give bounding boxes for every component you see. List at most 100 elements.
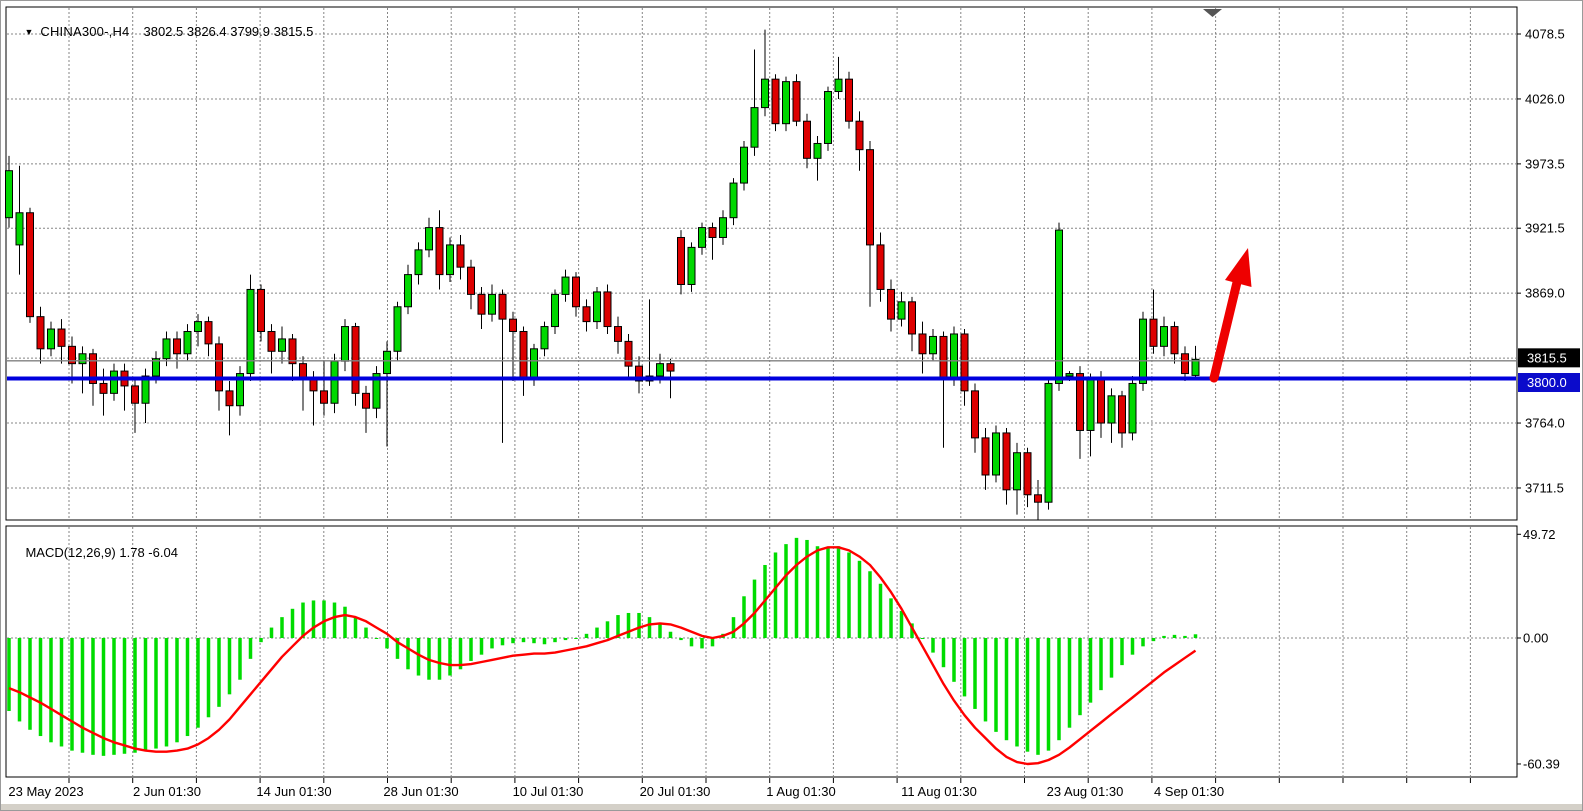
macd-bar — [490, 638, 494, 649]
macd-bar — [679, 638, 683, 641]
candle-down — [215, 343, 223, 392]
macd-bar — [962, 638, 967, 697]
price-axis-label: 3711.5 — [1525, 480, 1564, 495]
candle-up — [929, 335, 937, 355]
macd-bar — [259, 638, 263, 643]
chart-header: ▼ CHINA300-,H4 3802.5 3826.4 3799.9 3815.5 — [10, 9, 313, 54]
candle-up — [992, 432, 1000, 476]
candle-down — [36, 316, 45, 350]
candle-up — [141, 375, 150, 404]
candle-down — [1149, 318, 1158, 347]
ohlc-values-label: 3802.5 3826.4 3799.9 3815.5 — [143, 24, 314, 39]
macd-bar — [794, 537, 799, 638]
macd-bar — [815, 546, 820, 638]
candle-down — [792, 81, 801, 122]
macd-bar — [668, 631, 673, 638]
macd-bar — [1130, 638, 1135, 655]
macd-bar — [479, 638, 484, 655]
macd-bar — [301, 602, 305, 638]
macd-indicator-pane[interactable] — [5, 525, 1518, 778]
macd-bar — [563, 638, 568, 641]
close-price-tag: 3815.5 — [1518, 348, 1580, 368]
macd-bar — [952, 638, 956, 682]
candle-up — [719, 217, 727, 238]
macd-bar — [38, 638, 43, 737]
candle-down — [362, 392, 370, 409]
macd-bar — [469, 638, 473, 661]
macd-bar — [857, 560, 862, 638]
macd-bar — [889, 598, 893, 638]
candle-down — [918, 333, 927, 355]
date-axis[interactable]: 23 May 2023 2 Jun 01:30 14 Jun 01:30 28 Jun… — [8, 778, 1471, 799]
candle-down — [131, 385, 139, 404]
macd-bar — [878, 583, 883, 638]
candle-down — [981, 437, 990, 476]
macd-bar — [332, 602, 337, 638]
candle-up — [782, 81, 790, 125]
candle-down — [666, 363, 675, 372]
macd-bar — [406, 638, 410, 670]
symbol-dropdown-icon[interactable]: ▼ — [24, 27, 34, 37]
macd-bar — [49, 638, 53, 743]
macd-bar — [1193, 634, 1198, 638]
candle-down — [435, 227, 444, 276]
date-axis-label: 10 Jul 01:30 — [513, 784, 584, 799]
macd-bar — [689, 638, 694, 647]
candle-down — [498, 293, 507, 320]
date-axis-label: 1 Aug 01:30 — [766, 784, 835, 799]
candle-down — [624, 340, 633, 367]
macd-bar — [91, 638, 95, 755]
macd-bar — [1078, 638, 1082, 716]
candle-down — [257, 288, 265, 332]
macd-bar — [1151, 638, 1156, 642]
candle-down — [887, 288, 895, 320]
macd-bar — [584, 633, 589, 638]
price-axis-label: 4026.0 — [1525, 91, 1565, 106]
candle-up — [561, 276, 570, 295]
candle-up — [1139, 318, 1147, 384]
macd-bar — [910, 623, 914, 638]
candle-down — [876, 244, 885, 290]
candle-up — [236, 373, 244, 407]
candle-down — [456, 244, 465, 268]
chart-shift-marker-icon[interactable] — [1203, 9, 1222, 17]
macd-bar — [1036, 638, 1040, 755]
candle-up — [1191, 358, 1200, 376]
candle-down — [299, 363, 307, 380]
candle-down — [204, 321, 213, 345]
macd-bar — [1172, 634, 1177, 638]
macd-bar — [532, 638, 536, 644]
candle-down — [771, 78, 780, 125]
candle-up — [551, 293, 559, 328]
macd-bar — [1088, 638, 1093, 703]
macd-bar — [28, 638, 32, 730]
candle-up — [393, 306, 402, 352]
candle-down — [1023, 452, 1032, 496]
macd-bar — [868, 571, 872, 638]
candle-up — [183, 330, 192, 355]
candle-down — [99, 382, 108, 394]
macd-bar — [217, 638, 221, 707]
macd-bar — [343, 606, 347, 638]
macd-bar — [1109, 638, 1114, 678]
macd-bar — [941, 638, 946, 668]
price-axis[interactable]: 4078.5 4026.0 3973.5 3921.5 3869.0 3764.0 3711… — [1517, 27, 1565, 496]
macd-bar — [322, 600, 326, 638]
candle-up — [162, 338, 171, 360]
date-axis-label: 20 Jul 01:30 — [640, 784, 711, 799]
trend-arrow[interactable] — [1209, 248, 1252, 383]
candle-up — [1086, 378, 1095, 431]
macd-bar — [311, 600, 316, 638]
macd-bar — [742, 596, 746, 638]
candle-up — [446, 244, 454, 276]
candle-down — [614, 326, 622, 342]
candle-up — [152, 358, 160, 377]
date-axis-label: 23 Aug 01:30 — [1047, 784, 1124, 799]
macd-bar — [7, 638, 11, 712]
candle-down — [1118, 395, 1126, 434]
candle-up — [278, 338, 286, 352]
macd-bar — [185, 638, 190, 737]
macd-axis[interactable]: 49.72 0.00 -60.39 — [1517, 527, 1560, 772]
macd-label: MACD(12,26,9) 1.78 -6.04 — [25, 545, 178, 560]
